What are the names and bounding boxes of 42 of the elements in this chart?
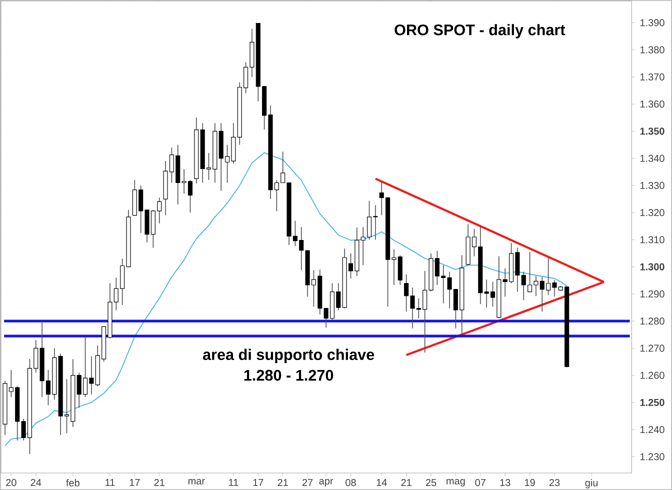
text: ORO SPOT - daily chart <box>394 24 566 38</box>
annotation: area di supporto chiave <box>202 348 374 364</box>
x-tick-label: 19 <box>524 479 535 486</box>
y-tick-label: 1.340 <box>640 154 664 162</box>
x-tick-label: 23 <box>549 479 560 486</box>
y-tick-label: 1.290 <box>640 290 664 298</box>
x-tick-label: mar <box>188 479 205 485</box>
y-tick-label: 1.230 <box>640 453 664 460</box>
annotation: 1.280 - 1.270 <box>244 370 334 381</box>
x-tick-label: apr <box>319 479 334 486</box>
y-tick-label: 1.240 <box>640 426 664 434</box>
x-tick-label: 11 <box>229 479 238 486</box>
y-tick-label: 1.380 <box>640 46 664 54</box>
x-tick-label: 20 <box>6 479 16 486</box>
y-tick-label: 1.270 <box>640 344 664 352</box>
y-tick-label: 1.250 <box>640 398 664 406</box>
y-tick-label: 1.370 <box>640 73 664 80</box>
y-tick-label: 1.350 <box>640 128 664 135</box>
x-tick-label: 17 <box>253 479 264 486</box>
y-tick-label: 1.310 <box>640 236 664 244</box>
y-tick-label: 1.390 <box>640 19 664 26</box>
x-tick-label: 14 <box>376 479 387 486</box>
y-tick-label: 1.280 <box>640 318 664 325</box>
y-tick-label: 1.260 <box>640 372 664 379</box>
x-tick-label: 21 <box>401 479 412 486</box>
x-tick-label: mag <box>446 479 465 486</box>
x-tick-label: 27 <box>302 479 313 486</box>
x-tick-label: 21 <box>278 479 288 486</box>
x-tick-label: feb <box>66 479 80 486</box>
y-tick-label: 1.360 <box>640 100 664 108</box>
x-tick-label: 13 <box>500 479 510 486</box>
x-tick-label: 08 <box>346 479 356 486</box>
x-tick-label: 24 <box>30 479 42 486</box>
y-tick-label: 1.320 <box>640 209 664 216</box>
x-tick-label: 11 <box>106 479 115 486</box>
x-tick-label: 25 <box>426 479 436 486</box>
x-tick-label: 07 <box>475 479 486 486</box>
x-tick-label: 17 <box>130 479 140 486</box>
x-tick-label: 21 <box>154 479 164 486</box>
y-tick-label: 1.300 <box>640 263 664 270</box>
y-tick-label: 1.330 <box>640 182 664 190</box>
x-tick-label: giu <box>585 479 598 488</box>
